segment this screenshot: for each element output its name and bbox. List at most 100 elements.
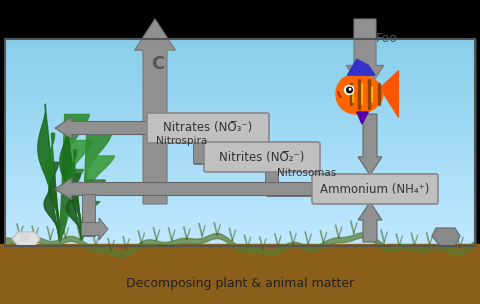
Bar	[5, 215, 475, 218]
Polygon shape	[432, 228, 460, 246]
Bar	[5, 132, 475, 136]
Bar	[5, 212, 475, 215]
Polygon shape	[71, 174, 82, 240]
Text: Decomposing plant & animal matter: Decomposing plant & animal matter	[126, 278, 354, 291]
Polygon shape	[348, 59, 375, 75]
Bar	[5, 67, 475, 70]
Bar	[5, 229, 475, 232]
Text: Nitrospira: Nitrospira	[156, 136, 208, 146]
Bar	[5, 108, 475, 112]
Polygon shape	[66, 194, 82, 240]
Bar	[5, 191, 475, 194]
Polygon shape	[67, 150, 82, 240]
Bar	[5, 174, 475, 177]
Bar	[0, 244, 480, 304]
Bar	[5, 236, 475, 239]
Bar	[5, 205, 475, 208]
Bar	[5, 232, 475, 236]
Bar	[5, 46, 475, 49]
Bar	[0, 0, 480, 39]
Bar	[5, 243, 475, 246]
Bar	[5, 39, 475, 43]
Polygon shape	[346, 19, 384, 94]
Polygon shape	[60, 126, 82, 240]
Bar	[5, 187, 475, 191]
Bar	[5, 101, 475, 105]
Bar	[5, 194, 475, 198]
Bar	[5, 94, 475, 98]
Text: C: C	[151, 55, 165, 73]
Circle shape	[347, 87, 352, 93]
Bar	[0, 301, 480, 304]
Bar	[5, 98, 475, 101]
Bar	[5, 201, 475, 205]
Bar	[5, 143, 475, 146]
Bar	[5, 122, 475, 125]
Polygon shape	[44, 187, 60, 242]
Polygon shape	[357, 112, 368, 124]
Bar	[5, 146, 475, 149]
Bar	[5, 53, 475, 56]
Bar	[5, 105, 475, 108]
Polygon shape	[49, 162, 60, 242]
Bar	[5, 87, 475, 91]
Bar	[0, 0, 5, 304]
Circle shape	[349, 88, 351, 90]
Polygon shape	[82, 180, 106, 240]
Bar	[5, 56, 475, 60]
Polygon shape	[12, 232, 40, 246]
Bar	[5, 139, 475, 143]
Bar	[5, 149, 475, 153]
Bar	[5, 49, 475, 53]
Bar	[5, 118, 475, 122]
Bar	[5, 129, 475, 132]
Bar	[5, 181, 475, 184]
Bar	[5, 77, 475, 80]
Bar	[5, 63, 475, 67]
Bar	[5, 112, 475, 115]
Polygon shape	[261, 144, 283, 195]
Circle shape	[21, 233, 29, 241]
Bar	[5, 39, 475, 246]
Polygon shape	[82, 218, 108, 240]
Bar	[5, 74, 475, 77]
Polygon shape	[336, 74, 383, 114]
Bar	[5, 91, 475, 94]
Bar	[5, 70, 475, 74]
Text: Nitrosomas: Nitrosomas	[277, 168, 336, 178]
Bar	[5, 170, 475, 174]
Polygon shape	[189, 115, 211, 164]
Circle shape	[345, 85, 353, 95]
Bar	[5, 84, 475, 87]
Polygon shape	[82, 156, 115, 240]
Bar	[5, 177, 475, 181]
Bar	[5, 225, 475, 229]
Bar	[5, 153, 475, 156]
Polygon shape	[60, 140, 93, 242]
Polygon shape	[45, 133, 60, 242]
Polygon shape	[358, 114, 382, 175]
FancyBboxPatch shape	[147, 113, 269, 143]
Polygon shape	[380, 71, 398, 117]
Bar	[5, 163, 475, 167]
Bar	[475, 0, 480, 304]
Text: Nitrates (NO̅₃⁻): Nitrates (NO̅₃⁻)	[163, 122, 252, 134]
Bar	[5, 218, 475, 222]
Bar	[5, 198, 475, 201]
Polygon shape	[55, 178, 314, 200]
Polygon shape	[358, 202, 382, 242]
Text: Nitrites (NO̅₂⁻): Nitrites (NO̅₂⁻)	[219, 150, 305, 164]
Bar	[5, 115, 475, 118]
FancyBboxPatch shape	[204, 142, 320, 172]
Bar	[5, 125, 475, 129]
Text: Foo: Foo	[376, 33, 398, 46]
Bar	[5, 208, 475, 212]
Text: Ammonium (NH₄⁺): Ammonium (NH₄⁺)	[320, 182, 430, 195]
FancyBboxPatch shape	[312, 174, 438, 204]
Polygon shape	[60, 195, 78, 242]
Polygon shape	[82, 202, 100, 240]
Polygon shape	[193, 150, 206, 164]
Polygon shape	[82, 134, 111, 240]
Polygon shape	[134, 19, 175, 204]
Bar	[5, 160, 475, 163]
